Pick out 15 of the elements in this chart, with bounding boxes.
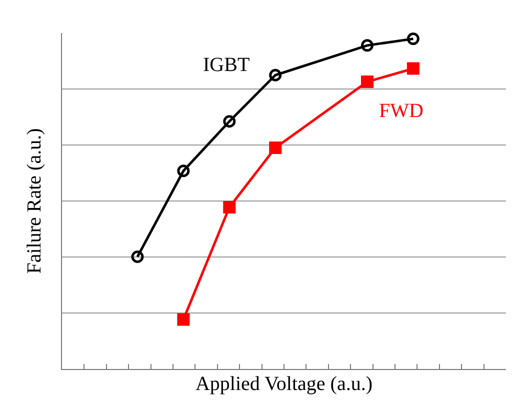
point (177, 164, 190, 178)
series-label: IGBT (203, 54, 250, 76)
point (223, 115, 236, 128)
point (269, 68, 282, 82)
x-axis-title: Applied Voltage (a.u.) (195, 372, 373, 395)
point (177, 313, 190, 326)
point (223, 200, 236, 214)
point (361, 39, 374, 52)
point (406, 32, 420, 46)
point (406, 62, 420, 75)
y-axis-title: Failure Rate (a.u.) (24, 128, 46, 274)
point (269, 142, 282, 154)
point (361, 75, 374, 88)
point (131, 250, 144, 263)
series-label: FWD (379, 100, 424, 122)
